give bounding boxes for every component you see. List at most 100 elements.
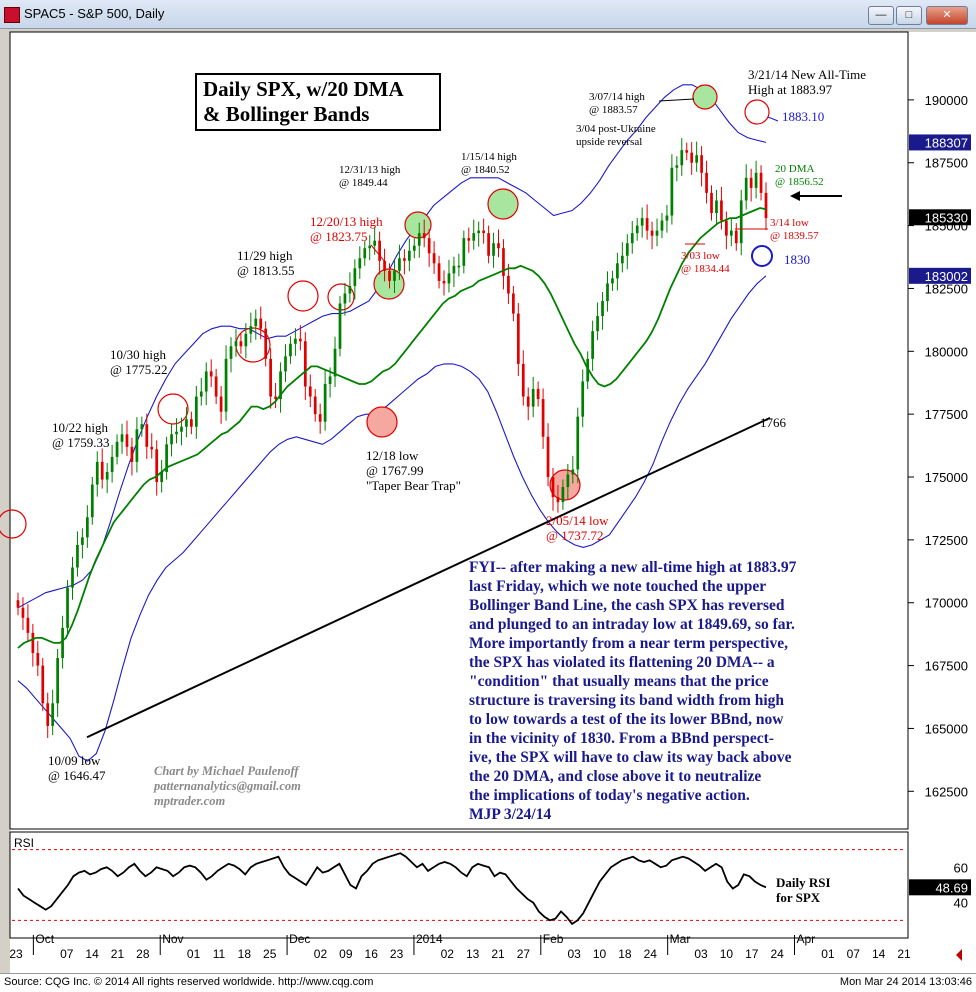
candle-body <box>363 248 367 259</box>
candle-body <box>462 238 466 266</box>
x-tick-label: 25 <box>263 947 277 961</box>
candle-body <box>353 268 357 286</box>
last-price-label-box <box>909 209 971 226</box>
candle-body <box>115 441 119 457</box>
candle-body <box>507 275 510 294</box>
note-line: ive, the SPX will have to claw its way b… <box>469 749 792 766</box>
candle-body <box>705 172 708 193</box>
candle-body <box>407 250 411 261</box>
x-tick-label: 21 <box>491 947 505 961</box>
candle-body <box>422 233 426 239</box>
close-button[interactable]: ✕ <box>926 6 968 25</box>
candle-body <box>398 258 401 271</box>
annotation-line: 3/04 post-Ukraine <box>576 123 656 135</box>
note-line: and plunged to an intraday low at 1849.6… <box>469 616 795 633</box>
candle-body <box>725 220 728 236</box>
candle-body <box>76 544 79 568</box>
rsi-line <box>17 852 767 926</box>
x-tick-label: 14 <box>872 947 886 961</box>
candle-body <box>199 391 203 397</box>
candle-body <box>71 567 74 588</box>
annotation-line: 2/05/14 low <box>546 513 609 528</box>
candle-body <box>521 363 525 397</box>
upper-band-value-label: 188307 <box>925 135 968 150</box>
candle-body <box>650 230 654 236</box>
annotation-line: High at 1883.97 <box>748 82 833 97</box>
x-tick-label: 03 <box>694 947 708 961</box>
candle-body <box>759 172 763 193</box>
timestamp-text: Mon Mar 24 2014 13:03:46 <box>839 976 972 988</box>
annotation-line: 10/30 high <box>110 347 166 362</box>
annotation-line: 12/31/13 high <box>339 164 401 176</box>
annotation-line: @ 1767.99 <box>366 463 423 478</box>
candle-body <box>710 192 713 214</box>
x-tick-label: 27 <box>517 947 531 961</box>
candle-body <box>720 200 723 221</box>
annotation-line: upside reversal <box>576 136 642 148</box>
x-tick-label: 17 <box>745 947 759 961</box>
note-line: MJP 3/24/14 <box>469 806 552 823</box>
candle-body <box>46 703 50 726</box>
candle-body <box>700 155 703 173</box>
annotation-line: 1830 <box>784 252 810 267</box>
x-tick-label: 01 <box>821 947 835 961</box>
x-month-label: 2014 <box>416 932 443 946</box>
y-tick-label: 177500 <box>925 407 968 422</box>
candle-body <box>492 243 495 256</box>
circle-oct22-high <box>157 393 189 425</box>
candle-body <box>368 245 372 249</box>
candle-body <box>640 218 644 226</box>
y-tick-label: 187500 <box>925 156 968 171</box>
annotation-line: for SPX <box>776 890 821 905</box>
candle-body <box>512 293 515 314</box>
x-tick-label: 02 <box>314 947 328 961</box>
candle-body <box>487 233 490 256</box>
commentary-note: FYI-- after making a new all-time high a… <box>469 558 909 824</box>
x-tick-label: 10 <box>720 947 734 961</box>
circle-lower-band-target <box>751 245 773 267</box>
candle-body <box>764 192 768 219</box>
candle-body <box>561 487 565 503</box>
price-chart[interactable]: 162500 165000 167500 170000 172500 175000 1775… <box>0 29 976 973</box>
candle-body <box>502 248 505 276</box>
candle-body <box>26 617 30 633</box>
candle-body <box>625 243 629 256</box>
x-tick-label: 21 <box>897 947 911 961</box>
candle-body <box>338 303 342 349</box>
y-tick-label: 175000 <box>925 470 968 485</box>
note-line: More importantly from a near term perspe… <box>469 635 788 652</box>
candle-body <box>665 215 669 221</box>
annotation-line: @ 1813.55 <box>237 263 294 278</box>
restore-button[interactable]: □ <box>896 6 922 25</box>
annotation-line: @ 1856.52 <box>775 176 824 188</box>
candle-body <box>333 348 337 377</box>
upper-band-value-label-box <box>909 134 971 151</box>
minimize-button[interactable]: — <box>868 6 894 25</box>
y-tick-label: 190000 <box>925 93 968 108</box>
note-line: Bollinger Band Line, the cash SPX has re… <box>469 597 785 614</box>
scroll-right-icon <box>956 949 962 961</box>
annotation-a2: 10/22 high @ 1759.33 <box>52 420 109 450</box>
note-line: the 20 DMA, and close above it to neutra… <box>469 768 762 785</box>
candle-body <box>734 230 738 244</box>
candle-body <box>536 389 540 400</box>
x-tick-label: 24 <box>644 947 658 961</box>
candle-body <box>551 477 555 498</box>
candle-body <box>630 233 634 244</box>
candle-body <box>120 434 124 442</box>
annotation-line: 12/18 low <box>366 448 419 463</box>
chart-title-box: Daily SPX, w/20 DMA & Bollinger Bands <box>195 73 441 131</box>
title-bar[interactable]: SPAC5 - S&P 500, Daily — □ ✕ <box>0 0 976 29</box>
candle-body <box>269 358 272 397</box>
candle-body <box>308 386 312 397</box>
candle-body <box>219 396 223 412</box>
annotation-line: 3/14 low <box>770 217 809 229</box>
annotation-a5: 12/20/13 high @ 1823.75 <box>310 214 383 244</box>
y-tick-label: 165000 <box>925 721 968 736</box>
annotation-line: 3/21/14 New All-Time <box>748 67 866 82</box>
annotation-line: @ 1849.44 <box>339 177 388 189</box>
x-tick-label: 09 <box>339 947 353 961</box>
candle-body <box>259 318 263 329</box>
lower-band-value-label-box <box>909 267 971 284</box>
